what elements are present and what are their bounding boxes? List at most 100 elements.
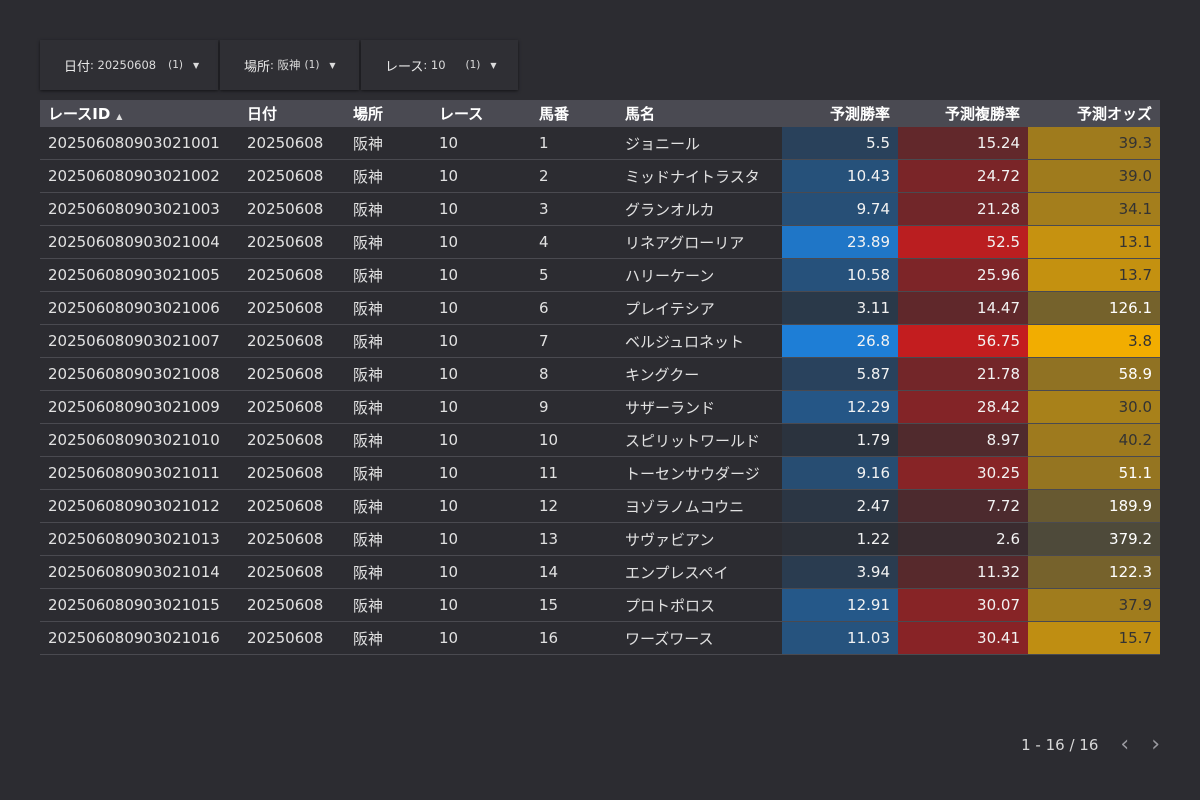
- cell-race: 10: [431, 225, 531, 259]
- cell-win-rate: 9.16: [782, 456, 898, 490]
- cell-date: 20250608: [239, 324, 345, 358]
- filter-race[interactable]: レース: 10 (1) ▼: [361, 40, 518, 90]
- cell-race: 10: [431, 159, 531, 193]
- table-row: 202506080903021015 20250608 阪神 10 15 プロトポロス 12…: [40, 588, 1160, 622]
- cell-race: 10: [431, 621, 531, 655]
- cell-place: 阪神: [345, 390, 431, 424]
- table-row: 202506080903021002 20250608 阪神 10 2 ミッドナイトラスタ…: [40, 159, 1160, 193]
- cell-race: 10: [431, 456, 531, 490]
- chevron-left-icon[interactable]: ‹: [1120, 732, 1130, 757]
- filter-bar: 日付: 20250608 (1) ▼ 場所: 阪神 (1) ▼ レース: 10 …: [40, 40, 518, 90]
- filter-place-label: 場所: [244, 59, 271, 75]
- filter-race-count: (1): [465, 59, 481, 71]
- cell-horse-number: 1: [531, 127, 617, 160]
- cell-place: 阪神: [345, 588, 431, 622]
- cell-place: 阪神: [345, 159, 431, 193]
- cell-race-id: 202506080903021003: [40, 192, 239, 226]
- cell-place-rate: 14.47: [898, 291, 1028, 325]
- cell-odds: 51.1: [1028, 456, 1160, 490]
- header-win-rate[interactable]: 予測勝率: [782, 100, 898, 127]
- cell-win-rate: 9.74: [782, 192, 898, 226]
- cell-place: 阪神: [345, 258, 431, 292]
- header-odds[interactable]: 予測オッズ: [1028, 100, 1160, 127]
- cell-place: 阪神: [345, 192, 431, 226]
- table-row: 202506080903021016 20250608 阪神 10 16 ワーズワース 11…: [40, 621, 1160, 655]
- cell-race: 10: [431, 390, 531, 424]
- cell-place: 阪神: [345, 423, 431, 457]
- cell-place-rate: 21.78: [898, 357, 1028, 391]
- cell-win-rate: 3.94: [782, 555, 898, 589]
- cell-place-rate: 30.41: [898, 621, 1028, 655]
- cell-horse-name: プロトポロス: [617, 588, 782, 622]
- cell-place: 阪神: [345, 127, 431, 160]
- header-place-rate[interactable]: 予測複勝率: [898, 100, 1028, 127]
- cell-date: 20250608: [239, 588, 345, 622]
- cell-place: 阪神: [345, 522, 431, 556]
- cell-place-rate: 24.72: [898, 159, 1028, 193]
- cell-horse-name: ヨゾラノムコウニ: [617, 489, 782, 523]
- cell-race-id: 202506080903021013: [40, 522, 239, 556]
- cell-date: 20250608: [239, 127, 345, 160]
- cell-race-id: 202506080903021004: [40, 225, 239, 259]
- cell-odds: 126.1: [1028, 291, 1160, 325]
- filter-place-count: (1): [304, 59, 320, 71]
- cell-horse-number: 6: [531, 291, 617, 325]
- header-race[interactable]: レース: [431, 100, 531, 127]
- cell-horse-number: 8: [531, 357, 617, 391]
- cell-race-id: 202506080903021010: [40, 423, 239, 457]
- chevron-right-icon[interactable]: ›: [1151, 732, 1160, 757]
- cell-race: 10: [431, 588, 531, 622]
- cell-date: 20250608: [239, 489, 345, 523]
- cell-horse-number: 4: [531, 225, 617, 259]
- cell-horse-name: ジョニール: [617, 127, 782, 160]
- cell-horse-number: 11: [531, 456, 617, 490]
- cell-date: 20250608: [239, 423, 345, 457]
- cell-place: 阪神: [345, 621, 431, 655]
- table-row: 202506080903021008 20250608 阪神 10 8 キングクー 5.87…: [40, 357, 1160, 391]
- cell-place-rate: 7.72: [898, 489, 1028, 523]
- cell-horse-name: ミッドナイトラスタ: [617, 159, 782, 193]
- cell-horse-name: エンプレスペイ: [617, 555, 782, 589]
- pagination-range: 1 - 16 / 16: [1021, 736, 1099, 754]
- cell-race: 10: [431, 522, 531, 556]
- table-row: 202506080903021011 20250608 阪神 10 11 トーセンサウダー…: [40, 456, 1160, 490]
- dropdown-caret-icon: ▼: [329, 60, 336, 70]
- cell-odds: 39.0: [1028, 159, 1160, 193]
- cell-win-rate: 23.89: [782, 225, 898, 259]
- header-place[interactable]: 場所: [345, 100, 431, 127]
- cell-odds: 15.7: [1028, 621, 1160, 655]
- cell-horse-number: 5: [531, 258, 617, 292]
- cell-place-rate: 56.75: [898, 324, 1028, 358]
- cell-place-rate: 11.32: [898, 555, 1028, 589]
- cell-horse-number: 2: [531, 159, 617, 193]
- cell-place-rate: 52.5: [898, 225, 1028, 259]
- cell-date: 20250608: [239, 522, 345, 556]
- cell-horse-name: プレイテシア: [617, 291, 782, 325]
- cell-date: 20250608: [239, 225, 345, 259]
- cell-horse-number: 7: [531, 324, 617, 358]
- table-row: 202506080903021013 20250608 阪神 10 13 サヴァビアン 1.…: [40, 522, 1160, 556]
- cell-odds: 58.9: [1028, 357, 1160, 391]
- cell-date: 20250608: [239, 621, 345, 655]
- filter-date[interactable]: 日付: 20250608 (1) ▼: [40, 40, 218, 90]
- table-row: 202506080903021005 20250608 阪神 10 5 ハリーケーン 10.…: [40, 258, 1160, 292]
- filter-place[interactable]: 場所: 阪神 (1) ▼: [220, 40, 359, 90]
- cell-date: 20250608: [239, 357, 345, 391]
- cell-win-rate: 3.11: [782, 291, 898, 325]
- cell-date: 20250608: [239, 390, 345, 424]
- header-date[interactable]: 日付: [239, 100, 345, 127]
- header-horse-number[interactable]: 馬番: [531, 100, 617, 127]
- cell-date: 20250608: [239, 456, 345, 490]
- cell-date: 20250608: [239, 258, 345, 292]
- cell-place: 阪神: [345, 555, 431, 589]
- filter-date-label: 日付: [64, 59, 91, 75]
- cell-race: 10: [431, 357, 531, 391]
- cell-horse-name: ハリーケーン: [617, 258, 782, 292]
- cell-horse-number: 9: [531, 390, 617, 424]
- header-horse-name[interactable]: 馬名: [617, 100, 782, 127]
- cell-horse-number: 10: [531, 423, 617, 457]
- pagination: 1 - 16 / 16 ‹ ›: [1021, 734, 1160, 756]
- header-race-id[interactable]: レースID ▲: [40, 100, 239, 127]
- filter-place-value: 阪神: [277, 58, 301, 72]
- cell-odds: 122.3: [1028, 555, 1160, 589]
